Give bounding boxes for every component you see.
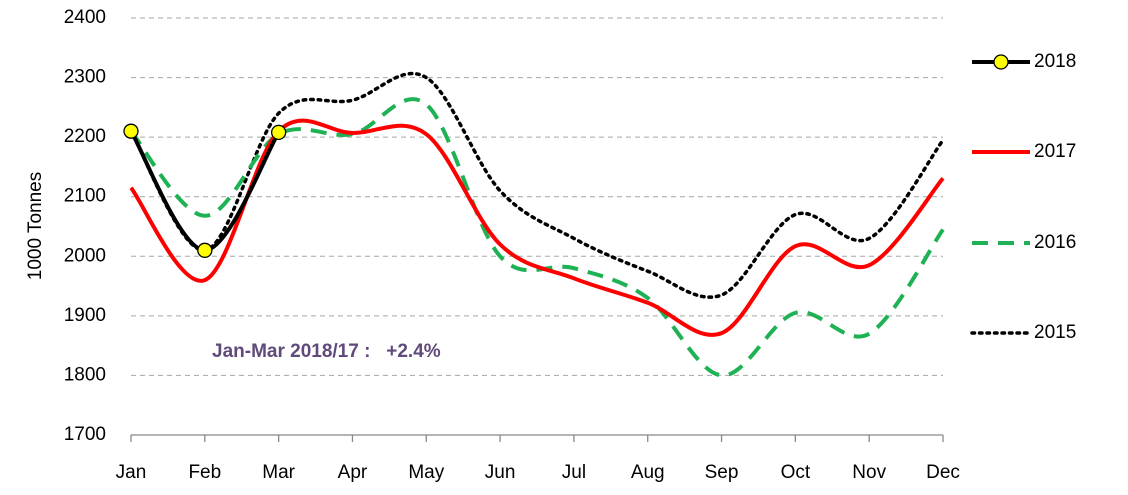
legend-label: 2018	[1034, 51, 1076, 72]
legend-label: 2015	[1034, 322, 1076, 343]
series-line	[129, 118, 945, 337]
y-tick-label: 2000	[64, 245, 106, 266]
marker	[270, 124, 287, 141]
x-tick-label: Jun	[485, 462, 516, 483]
x-tick-label: Sep	[705, 462, 739, 483]
x-tick-label: Apr	[338, 462, 368, 483]
marker	[123, 123, 139, 139]
x-tick-label: Aug	[631, 462, 665, 483]
y-tick-label: 1800	[64, 364, 106, 385]
y-tick-label: 2100	[64, 186, 106, 207]
x-tick-label: Dec	[926, 462, 960, 483]
y-tick-label: 1900	[64, 305, 106, 326]
legend-label: 2016	[1034, 232, 1076, 253]
marker	[197, 242, 213, 258]
series-line	[129, 71, 945, 299]
series-line	[129, 130, 281, 253]
y-tick-label: 2300	[64, 67, 106, 88]
y-tick-label: 2200	[64, 126, 106, 147]
legend-marker	[993, 54, 1009, 70]
x-tick-label: Nov	[852, 462, 886, 483]
y-tick-label: 1700	[64, 424, 106, 445]
annotation: Jan-Mar 2018/17 : +2.4%	[212, 341, 441, 362]
series-line	[129, 97, 945, 378]
x-tick-label: Mar	[262, 462, 295, 483]
x-tick-label: Jul	[562, 462, 586, 483]
x-tick-label: Feb	[188, 462, 221, 483]
y-axis-label: 1000 Tonnes	[25, 172, 46, 280]
x-tick-label: Oct	[781, 462, 811, 483]
legend-label: 2017	[1034, 141, 1076, 162]
y-tick-label: 2400	[64, 7, 106, 28]
x-tick-label: May	[408, 462, 444, 483]
x-tick-label: Jan	[116, 462, 147, 483]
